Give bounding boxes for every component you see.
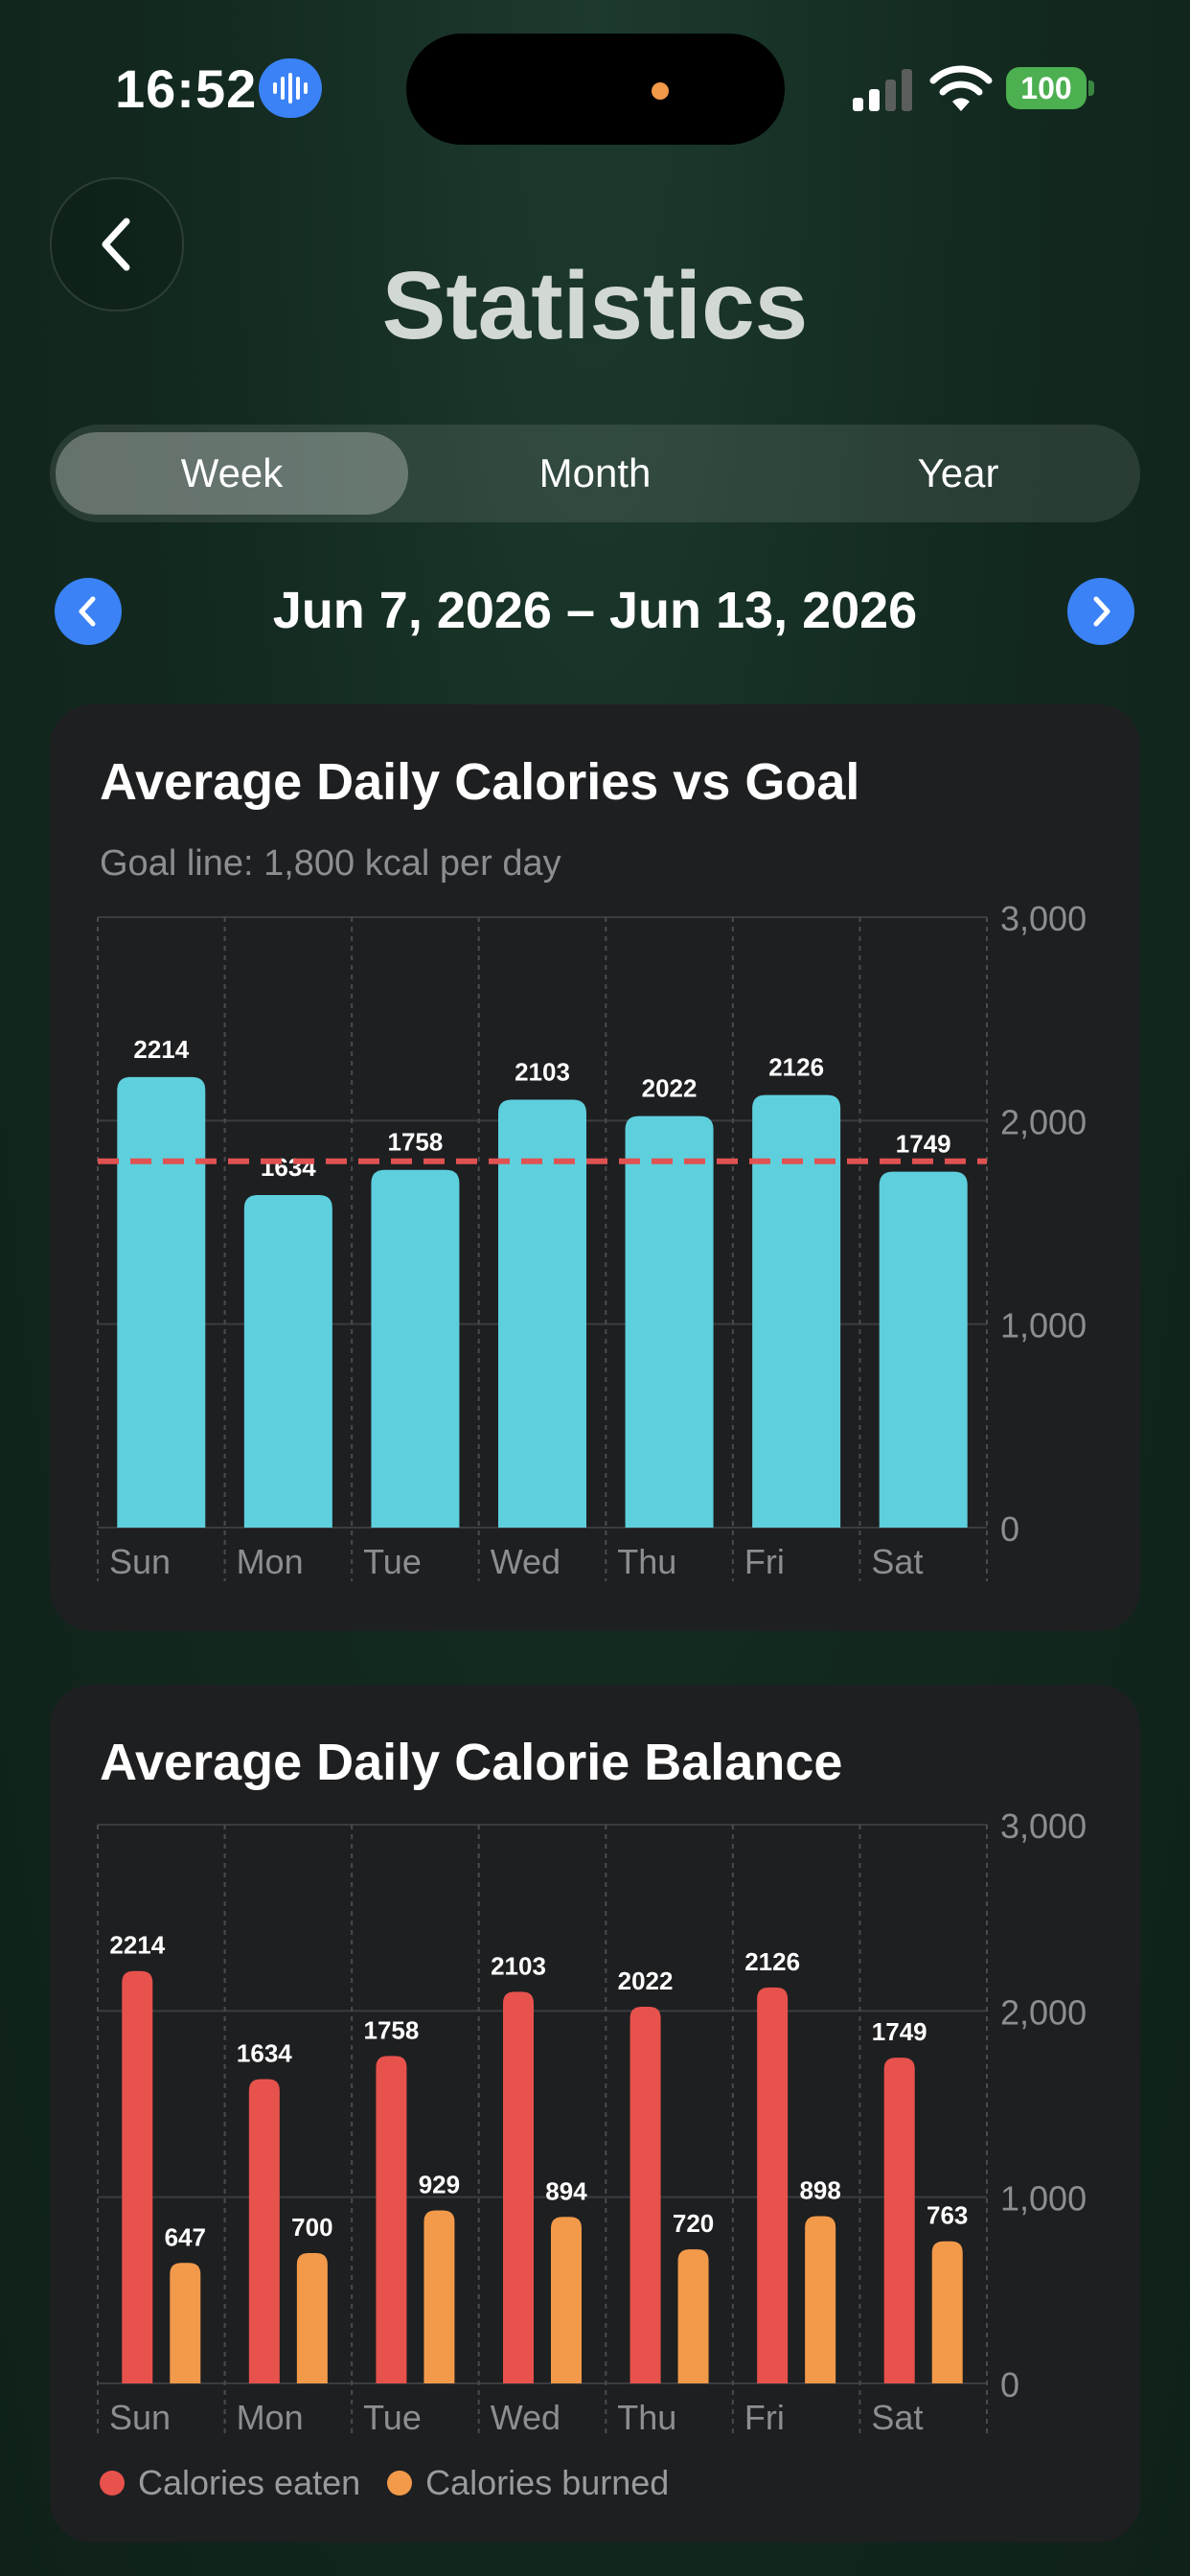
battery-tip [1088,80,1094,96]
bar-calories-burned [423,2210,455,2383]
chevron-left-icon [79,596,96,627]
x-tick-label: Sat [871,2398,923,2437]
bar [879,1171,968,1528]
segment-month[interactable]: Month [538,450,652,495]
legend-swatch-eaten [100,2471,125,2496]
status-bar: 16:52 100 [0,0,1190,182]
wifi-icon [929,65,993,111]
bar [625,1116,714,1528]
data-label: 2022 [618,1966,674,1995]
data-label: 2214 [109,1931,165,1960]
calories-vs-goal-chart: 0 1,000 2,000 3,000 Sun Mon Tue Wed Thu Fri Sat 221… [97,899,1087,1581]
data-label: 2126 [744,1947,800,1976]
bar [117,1076,206,1528]
legend-label-burned: Calories burned [425,2463,670,2502]
data-label: 898 [799,2175,840,2204]
bar-calories-eaten [248,2079,280,2383]
legend-label-eaten: Calories eaten [138,2463,361,2502]
back-button[interactable] [50,177,184,311]
x-tick-label: Sat [871,1542,923,1581]
x-tick-label: Fri [744,1542,785,1581]
page-title: Statistics [381,252,809,359]
data-label: 763 [927,2201,968,2230]
chart-title: Average Daily Calorie Balance [100,1734,843,1791]
y-tick-label: 3,000 [1000,899,1087,938]
chart-title: Average Daily Calories vs Goal [100,753,860,811]
bar-calories-burned [296,2252,328,2383]
segment-week[interactable]: Week [56,432,408,515]
status-time: 16:52 [115,58,258,119]
period-segmented-control: Week Month Year [50,425,1140,522]
calorie-balance-card: Average Daily Calorie Balance 0 1,000 2,00… [50,1685,1140,2542]
calorie-balance-chart: 0 1,000 2,000 3,000 Sun Mon Tue Wed Thu Fri Sat 221… [97,1806,1087,2437]
chevron-left-icon [102,218,130,271]
data-label: 929 [419,2170,460,2198]
data-label: 2103 [515,1057,570,1086]
bar-calories-eaten [376,2056,407,2383]
bar-calories-burned [677,2249,709,2383]
bar [498,1099,586,1528]
y-tick-label: 3,000 [1000,1806,1087,1846]
data-label: 720 [673,2209,714,2238]
chevron-right-icon [1093,596,1110,627]
bar [243,1195,332,1528]
waveform-icon[interactable] [259,58,322,118]
data-label: 2214 [133,1035,189,1064]
data-label: 1634 [237,2038,292,2067]
legend-swatch-burned [387,2471,413,2496]
calories-vs-goal-card: Average Daily Calories vs Goal Goal line… [50,704,1140,1631]
x-tick-label: Mon [237,2398,304,2437]
next-period-button[interactable] [1067,578,1134,645]
data-label: 2103 [491,1951,546,1980]
segment-year[interactable]: Year [917,450,999,495]
dynamic-island [406,34,785,145]
bar-calories-burned [931,2241,963,2383]
x-tick-label: Sun [109,2398,171,2437]
data-label: 2022 [642,1074,698,1103]
y-tick-label: 0 [1000,1509,1019,1549]
data-label: 1634 [261,1153,316,1182]
data-label: 1749 [896,1130,951,1159]
bar-calories-eaten [757,1987,789,2383]
cellular-signal-icon [853,69,912,111]
bar-calories-eaten [122,1970,153,2383]
data-label: 1758 [388,1128,444,1157]
y-tick-label: 2,000 [1000,1102,1087,1141]
data-label: 647 [165,2222,206,2251]
x-tick-label: Sun [109,1542,171,1581]
x-tick-label: Tue [363,2398,422,2437]
bar-calories-burned [170,2263,201,2383]
x-tick-label: Fri [744,2398,785,2437]
date-range-label: Jun 7, 2026 – Jun 13, 2026 [272,582,918,639]
x-tick-label: Thu [617,1542,676,1581]
x-tick-label: Wed [491,1542,561,1581]
data-label: 894 [545,2176,587,2205]
data-label: 1758 [364,2015,420,2044]
data-label: 1749 [872,2017,927,2046]
bar [752,1094,841,1528]
x-tick-label: Tue [363,1542,422,1581]
x-tick-label: Mon [237,1542,304,1581]
bar-calories-eaten [629,2007,661,2383]
bar-calories-eaten [883,2058,915,2383]
bar [371,1169,460,1528]
bar-calories-eaten [503,1991,534,2383]
y-tick-label: 1,000 [1000,2179,1087,2219]
battery-indicator: 100 [1006,67,1087,109]
data-label: 2126 [768,1053,824,1082]
bar-calories-burned [805,2216,836,2383]
privacy-indicator-dot [652,82,669,100]
y-tick-label: 0 [1000,2365,1019,2404]
chart-legend: Calories eaten Calories burned [100,2463,669,2503]
previous-period-button[interactable] [55,578,122,645]
bar-calories-burned [551,2217,582,2383]
y-tick-label: 1,000 [1000,1306,1087,1346]
x-tick-label: Thu [617,2398,676,2437]
y-tick-label: 2,000 [1000,1992,1087,2032]
x-tick-label: Wed [491,2398,561,2437]
data-label: 700 [291,2213,332,2242]
chart-subtitle: Goal line: 1,800 kcal per day [100,843,561,884]
